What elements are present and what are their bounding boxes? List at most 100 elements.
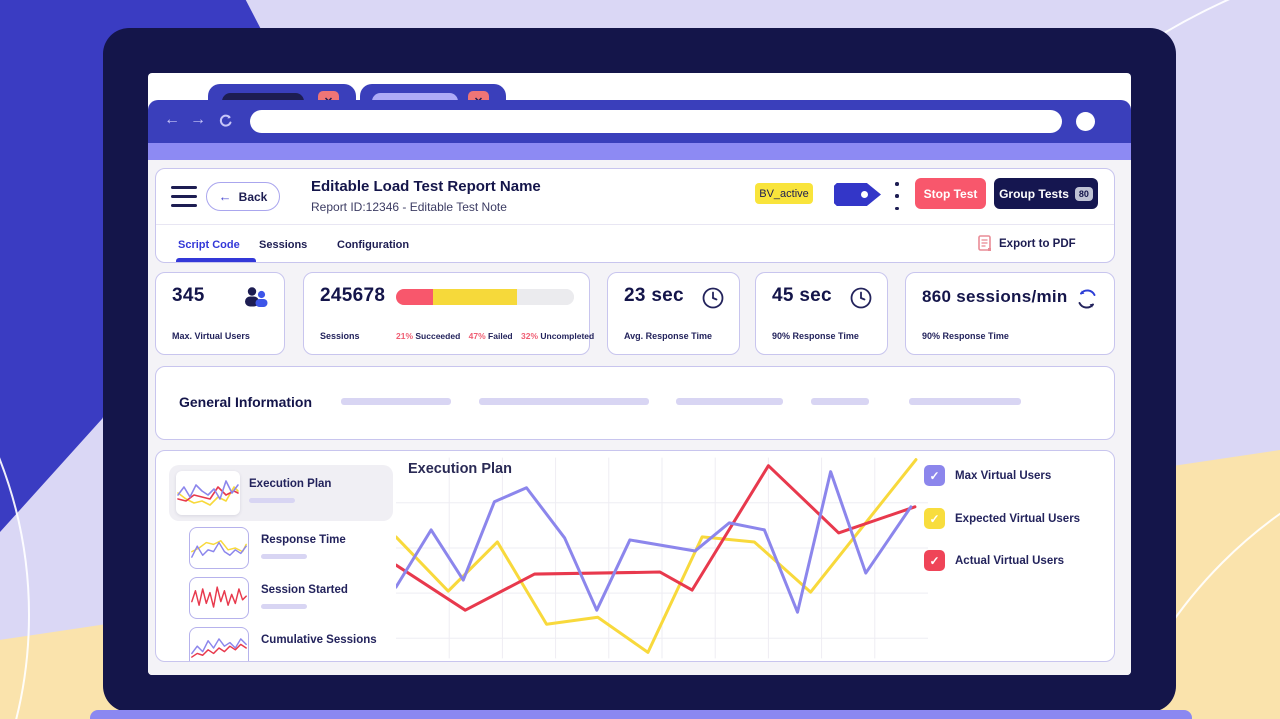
stat-label: 90% Response Time	[772, 331, 859, 341]
bookmarks-strip	[148, 143, 1131, 160]
url-bar[interactable]	[250, 110, 1062, 133]
browser-back-icon[interactable]: ←	[164, 111, 180, 128]
series-actual-virtual-users	[394, 464, 917, 612]
stat-label: Max. Virtual Users	[172, 331, 250, 341]
stat-value: 860 sessions/min	[922, 287, 1068, 306]
response-time-thumbnail	[189, 527, 249, 569]
failed-label: Failed	[488, 331, 513, 341]
chart-selector-cumulative-sessions[interactable]: Cumulative Sessions	[169, 627, 393, 661]
stat-value: 245678	[320, 285, 386, 306]
stat-card-max-virtual-users: 345 Max. Virtual Users	[155, 272, 285, 355]
checkbox-checked-icon[interactable]: ✓	[924, 550, 945, 571]
legend-label: Expected Virtual Users	[955, 512, 1081, 525]
clock-icon	[850, 287, 872, 309]
uncompleted-pct: 32%	[520, 331, 538, 341]
hamburger-menu-icon[interactable]	[171, 186, 197, 207]
sessions-progress-bar	[396, 289, 574, 305]
progress-segment-uncompleted	[517, 289, 574, 305]
header-divider	[156, 224, 1114, 225]
cumulative-sessions-thumbnail	[189, 627, 249, 661]
execution-plan-thumbnail	[176, 471, 240, 515]
skeleton-bar	[909, 398, 1021, 405]
chart-selector-label: Response Time	[261, 534, 346, 546]
report-subtitle: Report ID:12346 - Editable Test Note	[311, 200, 507, 214]
succeeded-pct: 21%	[396, 331, 414, 341]
tab-script-code[interactable]: Script Code	[178, 239, 240, 251]
group-tests-count-badge: 80	[1074, 186, 1093, 201]
refresh-icon	[1078, 289, 1096, 309]
pdf-document-icon	[978, 235, 991, 251]
laptop-base	[90, 710, 1192, 719]
session-started-thumbnail	[189, 577, 249, 619]
legend-max-virtual-users[interactable]: ✓ Max Virtual Users	[924, 465, 1051, 486]
stat-card-sessions: 245678 Sessions 21% Succeeded 47% Failed…	[303, 272, 594, 355]
back-button-label: Back	[238, 189, 268, 204]
uncompleted-label: Uncompleted	[540, 331, 595, 341]
series-max-virtual-users	[394, 470, 913, 614]
stat-value: 45 sec	[772, 285, 832, 306]
export-to-pdf-button[interactable]: Export to PDF	[978, 235, 1076, 252]
stop-test-button[interactable]: Stop Test	[915, 178, 986, 209]
chart-selector-label: Session Started	[261, 584, 348, 596]
chart-selector-label: Cumulative Sessions	[261, 634, 377, 646]
page-content: ← Back Editable Load Test Report Name Re…	[148, 160, 1131, 675]
checkbox-checked-icon[interactable]: ✓	[924, 465, 945, 486]
export-to-pdf-label: Export to PDF	[999, 237, 1076, 250]
legend-label: Actual Virtual Users	[955, 554, 1065, 567]
execution-plan-chart: Execution Plan	[394, 457, 928, 659]
progress-segment-succeeded	[396, 289, 434, 305]
skeleton-bar	[479, 398, 649, 405]
chart-selector-label: Execution Plan	[249, 478, 332, 490]
environment-tag[interactable]: BV_active	[755, 183, 813, 204]
browser-avatar[interactable]	[1076, 112, 1095, 131]
active-tab-underline	[176, 258, 256, 262]
tab-configuration[interactable]: Configuration	[337, 239, 410, 251]
skeleton-bar	[261, 554, 307, 559]
stat-value: 23 sec	[624, 285, 684, 306]
report-title: Editable Load Test Report Name	[311, 178, 541, 195]
toggle-dot	[861, 191, 868, 198]
sessions-breakdown: 21% Succeeded 47% Failed 32% Uncompleted	[396, 331, 600, 341]
browser-refresh-icon[interactable]	[218, 113, 234, 129]
stat-label: Sessions	[320, 331, 360, 341]
kebab-menu-icon[interactable]	[895, 182, 899, 210]
stat-value: 345	[172, 285, 205, 306]
skeleton-bar	[261, 604, 307, 609]
chart-selector-execution-plan[interactable]: Execution Plan	[169, 465, 393, 521]
browser-forward-icon[interactable]: →	[190, 111, 206, 128]
general-information-title: General Information	[179, 394, 313, 410]
back-button[interactable]: ← Back	[206, 182, 280, 211]
skeleton-bar	[676, 398, 783, 405]
report-header-card: ← Back Editable Load Test Report Name Re…	[155, 168, 1115, 263]
group-tests-label: Group Tests	[999, 186, 1069, 201]
tab-sessions[interactable]: Sessions	[259, 239, 308, 251]
laptop-screen: ✕ ✕ ← → ← Back	[148, 73, 1131, 675]
users-icon	[245, 287, 268, 307]
checkbox-checked-icon[interactable]: ✓	[924, 508, 945, 529]
charts-panel: Execution Plan Response Time Session	[155, 450, 1115, 662]
stat-card-90-response-time: 45 sec 90% Response Time	[755, 272, 888, 355]
skeleton-bar	[249, 498, 295, 503]
line-chart-canvas	[394, 457, 928, 659]
stat-label: Avg. Response Time	[624, 331, 713, 341]
chart-title: Execution Plan	[408, 461, 512, 477]
chart-selector-session-started[interactable]: Session Started	[169, 577, 393, 623]
chart-selector-response-time[interactable]: Response Time	[169, 527, 393, 573]
tag-toggle[interactable]	[834, 183, 881, 206]
skeleton-bar	[341, 398, 451, 405]
legend-expected-virtual-users[interactable]: ✓ Expected Virtual Users	[924, 508, 1080, 529]
browser-toolbar: ← →	[148, 100, 1131, 143]
clock-icon	[702, 287, 724, 309]
succeeded-label: Succeeded	[415, 331, 461, 341]
legend-label: Max Virtual Users	[955, 469, 1052, 482]
legend-actual-virtual-users[interactable]: ✓ Actual Virtual Users	[924, 550, 1064, 571]
group-tests-button[interactable]: Group Tests 80	[994, 178, 1098, 209]
failed-pct: 47%	[468, 331, 486, 341]
general-information-card: General Information	[155, 366, 1115, 440]
stat-card-sessions-per-min: 860 sessions/min 90% Response Time	[905, 272, 1115, 355]
series-expected-virtual-users	[394, 458, 918, 654]
skeleton-bar	[811, 398, 869, 405]
stat-label: 90% Response Time	[922, 331, 1009, 341]
stat-card-avg-response-time: 23 sec Avg. Response Time	[607, 272, 740, 355]
